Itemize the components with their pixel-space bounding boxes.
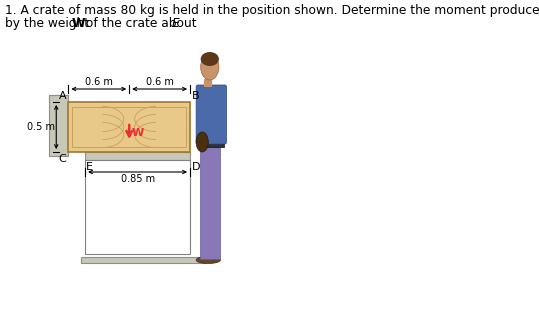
Text: 0.5 m: 0.5 m bbox=[27, 122, 55, 132]
Bar bbox=[50, 95, 68, 156]
Text: W: W bbox=[72, 17, 85, 30]
Text: A: A bbox=[59, 91, 66, 101]
Bar bbox=[204, 79, 212, 87]
Ellipse shape bbox=[201, 52, 219, 66]
Ellipse shape bbox=[196, 132, 208, 152]
Text: C: C bbox=[58, 154, 66, 164]
Ellipse shape bbox=[201, 54, 219, 80]
Text: 0.85 m: 0.85 m bbox=[121, 174, 155, 184]
Text: 1. A crate of mass 80 kg is held in the position shown. Determine the moment pro: 1. A crate of mass 80 kg is held in the … bbox=[4, 4, 539, 17]
Text: by the weight: by the weight bbox=[4, 17, 93, 30]
Bar bbox=[85, 152, 190, 160]
Text: of the crate about: of the crate about bbox=[82, 17, 200, 30]
FancyBboxPatch shape bbox=[196, 85, 226, 144]
Bar bbox=[200, 147, 220, 259]
Bar bbox=[68, 102, 190, 152]
Bar bbox=[72, 107, 186, 147]
Text: 0.6 m: 0.6 m bbox=[85, 77, 113, 87]
Text: E: E bbox=[172, 17, 179, 30]
Bar bbox=[81, 257, 205, 263]
Text: B: B bbox=[191, 91, 199, 101]
Text: 0.6 m: 0.6 m bbox=[146, 77, 174, 87]
Text: E: E bbox=[86, 162, 93, 172]
Bar bbox=[85, 160, 190, 254]
Ellipse shape bbox=[196, 256, 220, 264]
Bar bbox=[50, 95, 68, 102]
Bar bbox=[198, 142, 224, 147]
Text: D: D bbox=[191, 162, 200, 172]
Text: W: W bbox=[132, 128, 144, 138]
